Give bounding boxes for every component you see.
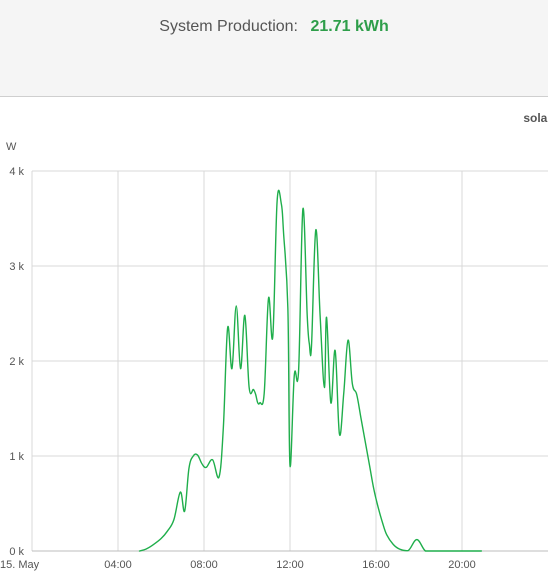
summary-header: System Production: 21.71 kWh xyxy=(0,0,548,97)
y-tick-label: 0 k xyxy=(9,546,24,558)
series-layer xyxy=(138,189,483,552)
x-tick-label: 08:00 xyxy=(190,559,218,571)
production-chart: solar W 0 k 1 k 2 k 3 k 4 k 15. May 04:00 08:00 1… xyxy=(0,97,548,576)
y-tick-label: 4 k xyxy=(9,166,24,178)
x-tick-label: 16:00 xyxy=(362,559,390,571)
chart-svg: W 0 k 1 k 2 k 3 k 4 k 15. May 04:00 08:00 12:00 16… xyxy=(0,141,548,571)
y-tick-label: 3 k xyxy=(9,261,24,273)
y-axis-label: W xyxy=(6,141,17,153)
system-production-label: System Production: xyxy=(159,18,298,35)
x-tick-label: 20:00 xyxy=(448,559,476,571)
x-tick-label: 15. May xyxy=(0,559,40,571)
x-tick-label: 12:00 xyxy=(276,559,304,571)
y-tick-label: 1 k xyxy=(9,451,24,463)
y-tick-label: 2 k xyxy=(9,356,24,368)
system-production-value: 21.71 kWh xyxy=(310,18,389,35)
axis-layer: W 0 k 1 k 2 k 3 k 4 k 15. May 04:00 08:00 12:00 16… xyxy=(0,141,476,571)
legend-item-solar[interactable]: solar xyxy=(523,111,548,125)
grid-layer xyxy=(31,170,548,552)
system-production: System Production: 21.71 kWh xyxy=(0,18,548,36)
series-line-solar xyxy=(138,189,483,552)
x-tick-label: 04:00 xyxy=(104,559,132,571)
